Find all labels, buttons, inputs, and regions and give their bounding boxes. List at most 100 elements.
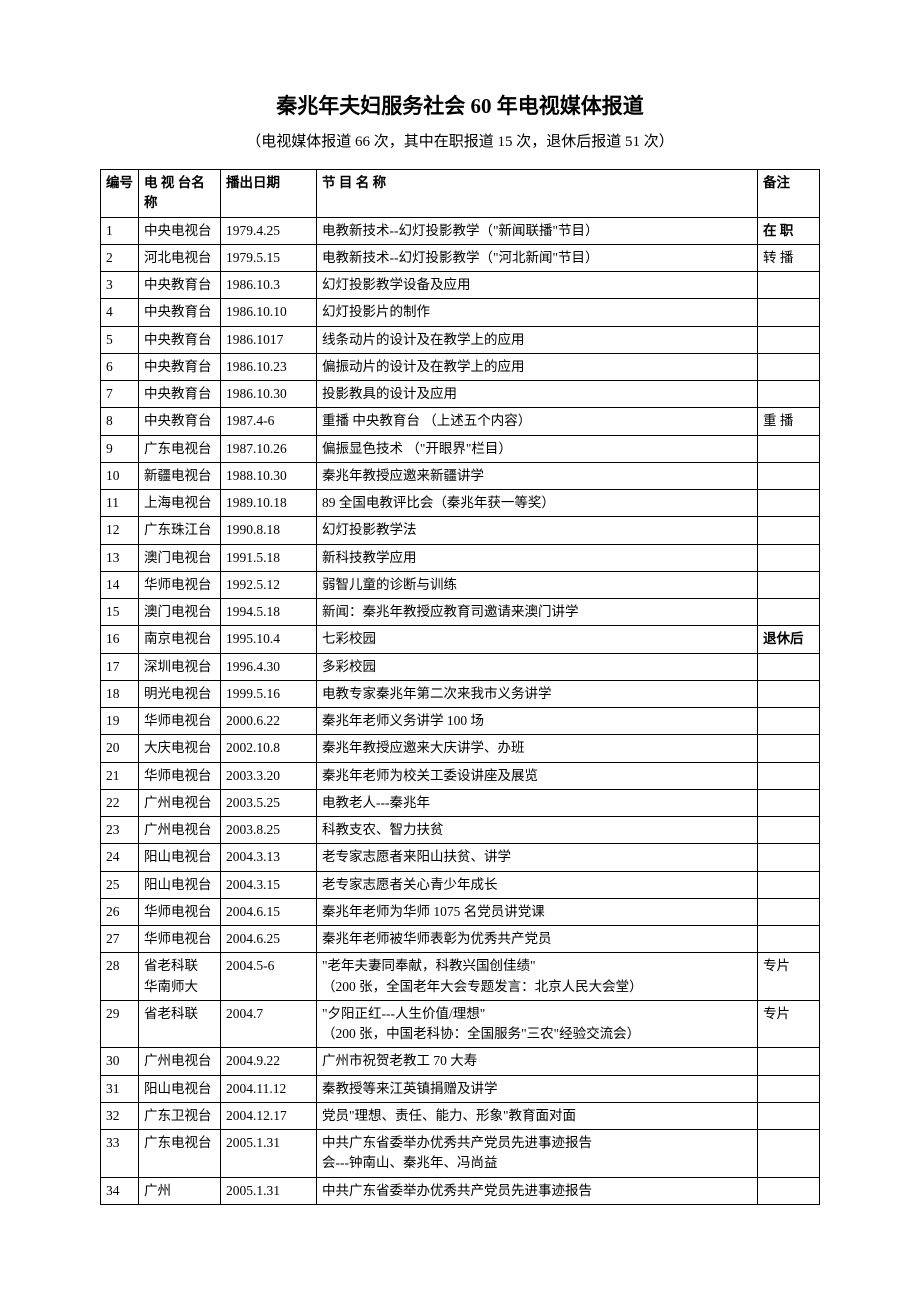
table-row: 13澳门电视台1991.5.18新科技教学应用 xyxy=(101,544,820,571)
cell-program: 新闻：秦兆年教授应教育司邀请来澳门讲学 xyxy=(317,599,758,626)
cell-program: 投影教具的设计及应用 xyxy=(317,381,758,408)
cell-station: 华师电视台 xyxy=(139,762,221,789)
cell-program: 89 全国电教评比会（秦兆年获一等奖） xyxy=(317,490,758,517)
cell-note xyxy=(758,517,820,544)
cell-date: 2004.3.13 xyxy=(221,844,317,871)
table-row: 21华师电视台2003.3.20秦兆年老师为校关工委设讲座及展览 xyxy=(101,762,820,789)
cell-date: 2003.8.25 xyxy=(221,817,317,844)
cell-note xyxy=(758,1048,820,1075)
cell-station: 上海电视台 xyxy=(139,490,221,517)
cell-date: 2000.6.22 xyxy=(221,708,317,735)
table-body: 1中央电视台1979.4.25电教新技术--幻灯投影教学（"新闻联播"节目）在 … xyxy=(101,217,820,1204)
cell-note: 重 播 xyxy=(758,408,820,435)
cell-program: 偏振显色技术 （"开眼界"栏目） xyxy=(317,435,758,462)
cell-note xyxy=(758,871,820,898)
cell-station: 省老科联 华南师大 xyxy=(139,953,221,1001)
table-row: 34广州2005.1.31中共广东省委举办优秀共产党员先进事迹报告 xyxy=(101,1177,820,1204)
cell-program: 弱智儿童的诊断与训练 xyxy=(317,571,758,598)
cell-note xyxy=(758,789,820,816)
table-row: 23广州电视台2003.8.25科教支农、智力扶贫 xyxy=(101,817,820,844)
cell-num: 6 xyxy=(101,353,139,380)
cell-note xyxy=(758,1075,820,1102)
table-row: 32广东卫视台2004.12.17党员"理想、责任、能力、形象"教育面对面 xyxy=(101,1102,820,1129)
cell-program: "老年夫妻同奉献，科教兴国创佳绩" （200 张，全国老年大会专题发言：北京人民… xyxy=(317,953,758,1001)
cell-num: 26 xyxy=(101,898,139,925)
cell-date: 2004.5-6 xyxy=(221,953,317,1001)
cell-note xyxy=(758,353,820,380)
cell-program: 秦教授等来江英镇捐赠及讲学 xyxy=(317,1075,758,1102)
table-row: 10新疆电视台1988.10.30秦兆年教授应邀来新疆讲学 xyxy=(101,462,820,489)
cell-date: 1986.1017 xyxy=(221,326,317,353)
cell-program: 秦兆年老师被华师表彰为优秀共产党员 xyxy=(317,926,758,953)
cell-note: 专片 xyxy=(758,1000,820,1048)
cell-program: 电教老人---秦兆年 xyxy=(317,789,758,816)
cell-program: 老专家志愿者关心青少年成长 xyxy=(317,871,758,898)
cell-note xyxy=(758,299,820,326)
table-row: 1中央电视台1979.4.25电教新技术--幻灯投影教学（"新闻联播"节目）在 … xyxy=(101,217,820,244)
cell-program: 新科技教学应用 xyxy=(317,544,758,571)
cell-num: 27 xyxy=(101,926,139,953)
cell-date: 2004.6.25 xyxy=(221,926,317,953)
cell-date: 2003.5.25 xyxy=(221,789,317,816)
cell-note xyxy=(758,735,820,762)
cell-station: 华师电视台 xyxy=(139,898,221,925)
table-row: 3中央教育台1986.10.3幻灯投影教学设备及应用 xyxy=(101,272,820,299)
table-row: 16南京电视台1995.10.4七彩校园退休后 xyxy=(101,626,820,653)
cell-program: 重播 中央教育台 （上述五个内容） xyxy=(317,408,758,435)
cell-date: 1989.10.18 xyxy=(221,490,317,517)
cell-station: 明光电视台 xyxy=(139,680,221,707)
cell-station: 华师电视台 xyxy=(139,571,221,598)
cell-program: 秦兆年老师为校关工委设讲座及展览 xyxy=(317,762,758,789)
cell-program: 幻灯投影教学法 xyxy=(317,517,758,544)
cell-num: 33 xyxy=(101,1130,139,1178)
cell-program: 中共广东省委举办优秀共产党员先进事迹报告 xyxy=(317,1177,758,1204)
cell-note xyxy=(758,571,820,598)
cell-note xyxy=(758,817,820,844)
cell-num: 17 xyxy=(101,653,139,680)
cell-program: 偏振动片的设计及在教学上的应用 xyxy=(317,353,758,380)
cell-program: 电教新技术--幻灯投影教学（"河北新闻"节目） xyxy=(317,244,758,271)
cell-num: 8 xyxy=(101,408,139,435)
cell-note xyxy=(758,1102,820,1129)
cell-num: 19 xyxy=(101,708,139,735)
cell-num: 7 xyxy=(101,381,139,408)
table-row: 4中央教育台1986.10.10幻灯投影片的制作 xyxy=(101,299,820,326)
table-row: 8中央教育台1987.4-6重播 中央教育台 （上述五个内容）重 播 xyxy=(101,408,820,435)
cell-num: 24 xyxy=(101,844,139,871)
cell-station: 中央教育台 xyxy=(139,299,221,326)
cell-date: 1986.10.23 xyxy=(221,353,317,380)
header-note: 备注 xyxy=(758,170,820,218)
cell-num: 11 xyxy=(101,490,139,517)
cell-date: 2004.9.22 xyxy=(221,1048,317,1075)
table-row: 22广州电视台2003.5.25电教老人---秦兆年 xyxy=(101,789,820,816)
cell-station: 广州 xyxy=(139,1177,221,1204)
cell-note: 在 职 xyxy=(758,217,820,244)
cell-program: 秦兆年教授应邀来新疆讲学 xyxy=(317,462,758,489)
cell-note: 退休后 xyxy=(758,626,820,653)
cell-note xyxy=(758,1130,820,1178)
cell-num: 22 xyxy=(101,789,139,816)
cell-program: 秦兆年老师为华师 1075 名党员讲党课 xyxy=(317,898,758,925)
cell-program: 党员"理想、责任、能力、形象"教育面对面 xyxy=(317,1102,758,1129)
cell-station: 广东电视台 xyxy=(139,435,221,462)
cell-station: 广州电视台 xyxy=(139,817,221,844)
table-row: 7中央教育台1986.10.30投影教具的设计及应用 xyxy=(101,381,820,408)
cell-station: 广州电视台 xyxy=(139,1048,221,1075)
cell-date: 1999.5.16 xyxy=(221,680,317,707)
table-row: 25阳山电视台2004.3.15老专家志愿者关心青少年成长 xyxy=(101,871,820,898)
cell-program: "夕阳正红---人生价值/理想" （200 张，中国老科协：全国服务"三农"经验… xyxy=(317,1000,758,1048)
cell-note xyxy=(758,435,820,462)
cell-note xyxy=(758,462,820,489)
media-report-table: 编号 电 视 台名 称 播出日期 节 目 名 称 备注 1中央电视台1979.4… xyxy=(100,169,820,1205)
cell-note xyxy=(758,898,820,925)
cell-program: 幻灯投影片的制作 xyxy=(317,299,758,326)
cell-num: 10 xyxy=(101,462,139,489)
cell-note xyxy=(758,762,820,789)
cell-program: 电教新技术--幻灯投影教学（"新闻联播"节目） xyxy=(317,217,758,244)
table-row: 12广东珠江台1990.8.18幻灯投影教学法 xyxy=(101,517,820,544)
cell-note xyxy=(758,326,820,353)
cell-note xyxy=(758,272,820,299)
table-row: 20大庆电视台2002.10.8秦兆年教授应邀来大庆讲学、办班 xyxy=(101,735,820,762)
cell-num: 5 xyxy=(101,326,139,353)
cell-num: 13 xyxy=(101,544,139,571)
